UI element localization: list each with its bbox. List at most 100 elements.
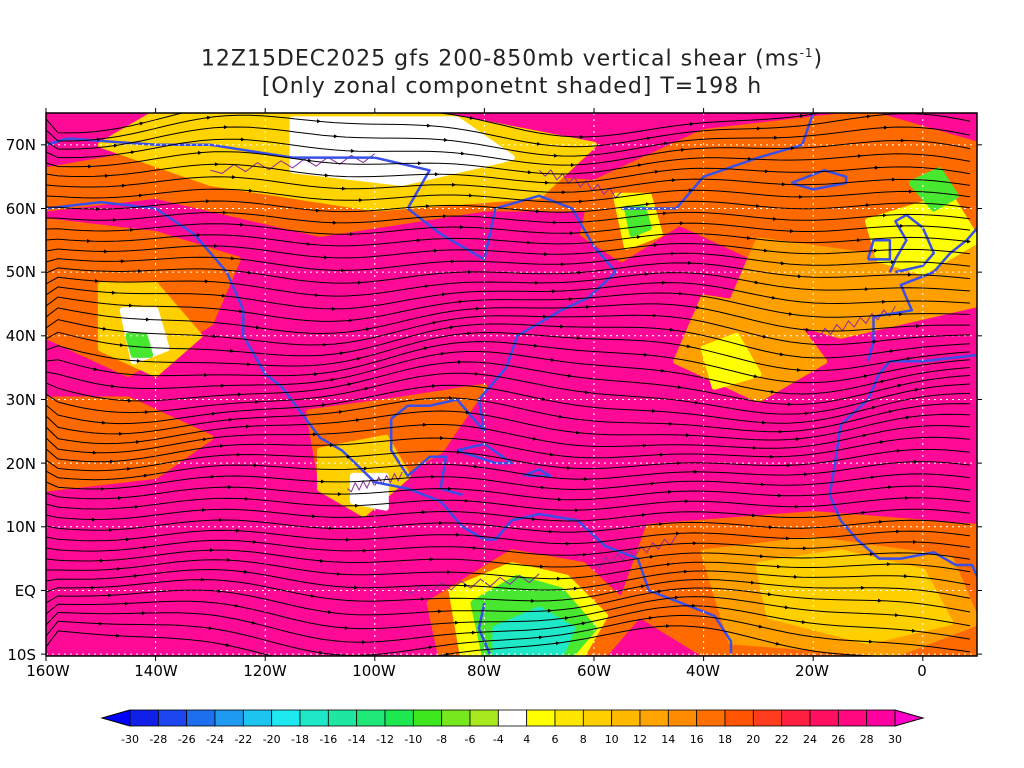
streamline-arrow — [468, 115, 474, 120]
streamline-arrow — [233, 603, 239, 608]
streamline — [46, 559, 971, 580]
streamline-arrow — [913, 387, 919, 392]
colorbar-label: -4 — [492, 733, 504, 746]
streamline — [46, 341, 971, 384]
streamline-arrow — [224, 643, 230, 647]
coastline — [828, 353, 977, 496]
streamline-arrow — [540, 397, 546, 402]
shear-contour — [402, 573, 540, 595]
streamline — [46, 351, 971, 395]
streamline — [46, 625, 885, 656]
streamline-arrow — [431, 320, 437, 325]
streamline — [46, 292, 971, 322]
streamline-arrow — [800, 619, 806, 624]
colorbar-label: 30 — [888, 733, 902, 746]
streamline-arrow — [444, 652, 450, 656]
streamline — [46, 314, 971, 346]
streamline-arrow — [645, 136, 651, 141]
lat-label: 50N — [5, 263, 36, 281]
streamline-arrow — [364, 327, 370, 332]
lon-label: 60W — [577, 662, 611, 680]
streamline — [46, 272, 971, 297]
streamline-arrow — [861, 433, 867, 438]
streamline-arrow — [879, 379, 885, 384]
streamline — [46, 113, 971, 148]
streamline — [46, 242, 971, 259]
lat-label: 10N — [5, 518, 36, 536]
streamline — [46, 448, 971, 472]
streamline-arrow — [753, 280, 759, 285]
streamline-arrow — [531, 436, 537, 441]
streamline — [46, 323, 971, 359]
colorbar-label: -6 — [464, 733, 476, 746]
streamline-arrow — [448, 325, 454, 330]
colorbar-label: -20 — [262, 733, 281, 746]
coastline — [456, 442, 514, 465]
streamline-arrow — [566, 373, 572, 378]
streamline-arrow — [92, 367, 98, 372]
streamline-arrow — [787, 311, 793, 316]
colorbar-label: 8 — [579, 733, 587, 746]
colorbar-label: -30 — [121, 733, 139, 746]
colorbar-label: 16 — [689, 733, 704, 746]
colorbar-label: 22 — [774, 733, 789, 746]
streamline — [46, 222, 971, 235]
streamline-arrow — [557, 414, 563, 419]
colorbar-label: -22 — [234, 733, 253, 746]
streamline-arrow — [774, 641, 780, 646]
lat-label: EQ — [14, 582, 36, 600]
streamline — [46, 126, 971, 157]
streamline — [46, 424, 971, 454]
streamline — [46, 200, 971, 213]
map-frame — [45, 112, 978, 657]
lat-label: 60N — [5, 200, 36, 218]
streamline-arrow — [653, 169, 659, 174]
streamline-arrow — [207, 626, 213, 631]
streamline — [46, 596, 971, 630]
colorbar-label: -10 — [404, 733, 423, 746]
colorbar-label: 18 — [718, 733, 732, 746]
streamline — [46, 262, 971, 284]
streamline — [46, 519, 971, 533]
colorbar-label: -12 — [376, 733, 394, 746]
streamline — [46, 539, 971, 556]
coastline — [477, 602, 492, 655]
streamline-arrow — [888, 349, 894, 354]
colorbar-label: -26 — [177, 733, 196, 746]
coastline — [621, 113, 815, 210]
lat-label: 40N — [5, 327, 36, 345]
streamline-arrow — [878, 440, 884, 445]
streamline-arrow — [870, 405, 876, 410]
shear-contour — [538, 169, 622, 199]
streamline — [46, 384, 971, 425]
streamline-arrow — [363, 386, 369, 391]
streamline-arrow — [905, 356, 911, 361]
streamline — [46, 397, 971, 435]
colorbar-label: 28 — [859, 733, 874, 746]
coastline — [866, 226, 977, 362]
streamline-arrow — [101, 326, 107, 331]
streamline — [46, 361, 971, 405]
coastline — [790, 169, 848, 191]
colorbar-label: -28 — [149, 733, 168, 746]
colorbar-label: -18 — [291, 733, 309, 746]
streamline — [46, 508, 971, 522]
streamline-arrow — [862, 374, 868, 379]
streamline — [46, 461, 971, 481]
streamline-arrow — [685, 344, 691, 349]
colorbar-label: 20 — [746, 733, 761, 746]
streamline — [46, 614, 971, 656]
streamline — [46, 568, 971, 591]
axis-ticks — [41, 108, 982, 661]
lon-label: 20W — [795, 662, 829, 680]
streamline-arrow — [636, 163, 642, 168]
lon-label: 80W — [467, 662, 501, 680]
streamline — [46, 605, 971, 643]
shear-region — [623, 205, 652, 237]
streamline-arrow — [676, 385, 682, 390]
colorbar-label: 26 — [831, 733, 846, 746]
streamline — [46, 282, 971, 310]
streamline — [46, 436, 971, 463]
lat-label: 30N — [5, 391, 36, 409]
coastline — [828, 494, 977, 579]
